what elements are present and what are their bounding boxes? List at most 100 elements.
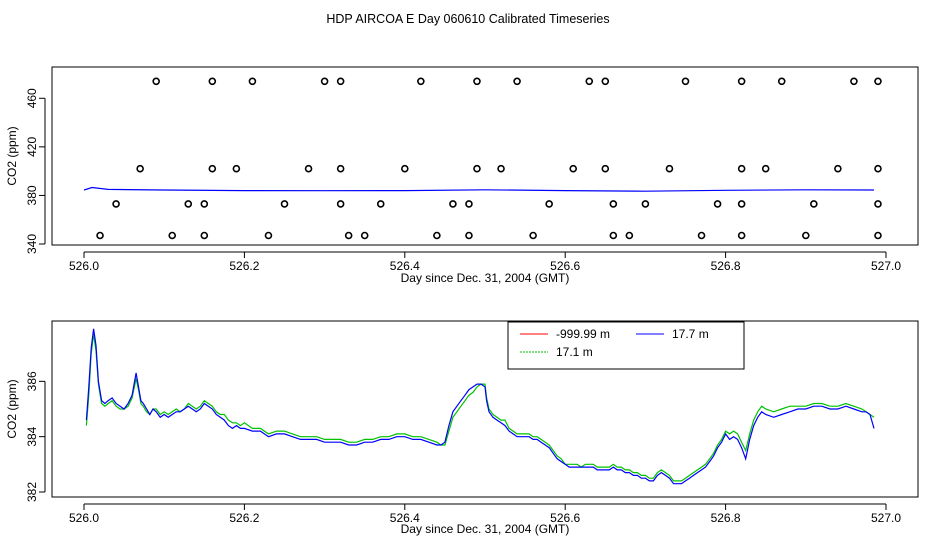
top-y-tick-label: 340 [25,234,39,254]
top-scatter-point [184,200,193,208]
top-x-axis: 526.0 526.2 526.4 526.6 526.8 527.0 [69,251,901,273]
top-scatter-point [376,200,385,208]
bottom-x-tick-label: 527.0 [871,511,901,525]
top-scatter-point [609,200,618,208]
top-scatter-point [304,164,313,173]
top-scatter-point [665,164,674,173]
top-plot-frame [51,66,919,246]
top-scatter-point [874,231,882,240]
bottom-series-17-7-m [85,328,875,485]
top-scatter-point [112,200,120,208]
top-scatter-point [336,164,345,173]
top-x-tick-label: 526.6 [550,259,580,273]
top-scatter-point [681,77,690,86]
bottom-series-lines [85,328,875,485]
top-y-tick-label: 380 [25,185,39,205]
top-scatter-point [136,164,144,173]
top-scatter-point [737,200,746,208]
top-scatter-point [417,77,425,86]
top-scatter-point [336,77,345,86]
top-scatter-point [874,77,882,86]
top-scatter-point [529,231,537,240]
top-scatter-point [810,200,818,208]
bottom-x-axis: 526.0 526.2 526.4 526.6 526.8 527.0 [69,503,901,525]
top-scatter-point [641,200,650,208]
bottom-y-tick-label: 384 [25,426,39,446]
top-scatter-point [465,200,473,208]
bottom-y-axis: 382 384 386 [25,371,46,502]
top-scatter-point [585,77,594,86]
top-x-axis-label: Day since Dec. 31, 2004 (GMT) [401,271,570,285]
top-scatter-point [874,164,882,173]
top-scatter-point [737,231,746,240]
top-scatter-point [96,231,104,240]
top-scatter-point [473,164,481,173]
top-scatter-point [360,231,369,240]
top-scatter-point [601,77,610,86]
top-scatter-point [232,164,241,173]
top-scatter-point [280,200,289,208]
bottom-series-17-1-m [85,334,875,482]
top-scatter-point [320,77,329,86]
bottom-x-tick-label: 526.4 [390,511,420,525]
top-scatter-points [96,77,882,240]
top-scatter-point [609,231,618,240]
bottom-panel: 526.0 526.2 526.4 526.6 526.8 527.0 382 384 386… [5,320,919,536]
top-scatter-point [625,231,634,240]
legend-label-blue: 17.7 m [672,327,709,341]
top-scatter-point [801,231,810,240]
top-scatter-point [874,200,882,208]
top-scatter-point [834,164,842,173]
top-scatter-point [850,77,858,86]
bottom-x-tick-label: 526.2 [229,511,259,525]
legend-label-red: -999.99 m [556,327,610,341]
top-scatter-point [713,200,722,208]
top-x-tick-label: 526.0 [69,259,99,273]
top-scatter-point [248,77,257,86]
top-scatter-point [208,164,217,173]
top-scatter-point [777,77,786,86]
top-scatter-point [601,164,610,173]
top-scatter-point [168,231,177,240]
top-y-axis-label: CO2 (ppm) [5,126,19,185]
top-series-lines [83,186,875,192]
top-scatter-point [208,77,217,86]
top-scatter-point [697,231,706,240]
bottom-x-tick-label: 526.8 [711,511,741,525]
top-scatter-point [737,77,746,86]
top-scatter-point [497,164,505,173]
bottom-x-tick-label: 526.6 [550,511,580,525]
bottom-y-axis-label: CO2 (ppm) [5,379,19,438]
legend: -999.99 m 17.7 m 17.1 m [507,321,745,370]
top-x-tick-label: 527.0 [871,259,901,273]
top-scatter-point [336,200,345,208]
top-scatter-point [200,200,209,208]
top-series-line [83,186,875,192]
top-y-tick-label: 460 [25,88,39,108]
top-scatter-point [465,231,473,240]
top-scatter-point [545,200,553,208]
top-scatter-point [513,77,521,86]
top-scatter-point [737,164,746,173]
legend-label-green: 17.1 m [556,345,593,359]
top-y-tick-label: 420 [25,137,39,157]
top-scatter-point [264,231,273,240]
top-scatter-point [344,231,353,240]
top-scatter-point [761,164,770,173]
top-panel: 526.0 526.2 526.4 526.6 526.8 527.0 340 380 420… [5,66,919,285]
top-scatter-point [473,77,481,86]
bottom-plot-frame [51,320,919,498]
top-scatter-point [152,77,160,86]
chart-title: HDP AIRCOA E Day 060610 Calibrated Times… [326,12,609,26]
top-scatter-point [200,231,209,240]
top-x-tick-label: 526.8 [711,259,741,273]
bottom-x-tick-label: 526.0 [69,511,99,525]
top-scatter-point [400,164,409,173]
bottom-x-axis-label: Day since Dec. 31, 2004 (GMT) [401,522,570,536]
top-x-tick-label: 526.4 [390,259,420,273]
top-scatter-point [449,200,457,208]
top-scatter-point [569,164,578,173]
top-scatter-point [433,231,441,240]
legend-box [507,321,745,370]
